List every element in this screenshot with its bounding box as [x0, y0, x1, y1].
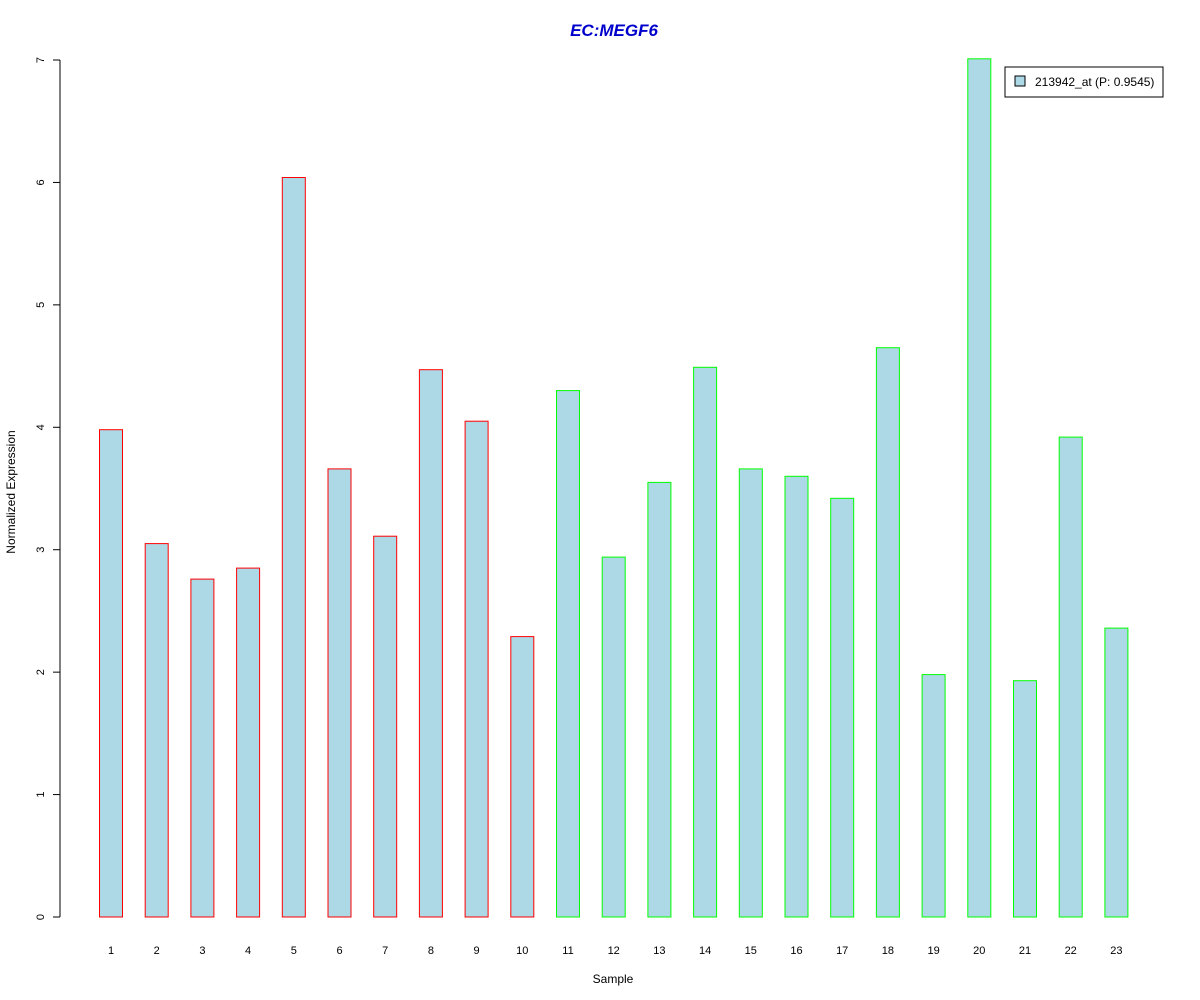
- bar-sample-3: [190, 578, 215, 918]
- y-tick-label: 7: [35, 57, 47, 63]
- x-tick-label: 20: [973, 945, 985, 957]
- bars-layer: [99, 58, 1129, 918]
- bar-sample-22: [1058, 436, 1083, 918]
- bar-sample-17: [830, 497, 855, 918]
- bar-sample-16: [784, 475, 809, 918]
- chart-title: EC:MEGF6: [570, 21, 658, 40]
- y-tick-label: 0: [35, 914, 47, 920]
- bar-sample-11: [556, 390, 580, 918]
- bar-sample-2: [144, 543, 169, 918]
- legend-swatch: [1014, 75, 1026, 87]
- x-tick-label: 4: [245, 945, 251, 957]
- x-tick-label: 1: [108, 945, 114, 957]
- legend-label: 213942_at (P: 0.9545): [1035, 75, 1154, 89]
- bar-sample-15: [738, 468, 763, 918]
- x-tick-label: 12: [608, 945, 620, 957]
- legend-box: [1004, 66, 1164, 98]
- x-tick-label: 16: [790, 945, 802, 957]
- x-tick-label: 6: [336, 945, 342, 957]
- y-tick-label: 1: [35, 792, 47, 798]
- bar-sample-20: [967, 58, 992, 918]
- x-tick-label: 18: [882, 945, 894, 957]
- bar-sample-23: [1104, 627, 1129, 918]
- bar-sample-7: [373, 535, 398, 918]
- y-axis: 0 1 2 3 4 5 6 7: [35, 57, 61, 920]
- y-tick-label: 3: [35, 547, 47, 553]
- x-tick-label: 19: [927, 945, 939, 957]
- x-tick-label: 23: [1110, 945, 1122, 957]
- y-axis-title: Normalized Expression: [4, 430, 18, 553]
- bar-sample-6: [327, 468, 352, 918]
- x-tick-label: 13: [653, 945, 665, 957]
- y-tick-label: 6: [35, 179, 47, 185]
- bar-sample-1: [99, 429, 123, 918]
- bar-sample-13: [647, 481, 672, 918]
- x-tick-label: 5: [291, 945, 297, 957]
- x-tick-label: 17: [836, 945, 848, 957]
- x-tick-label: 11: [562, 945, 573, 957]
- bar-sample-10: [510, 636, 535, 918]
- bar-sample-21: [1013, 680, 1037, 918]
- x-tick-label: 21: [1019, 945, 1031, 957]
- y-tick-label: 4: [35, 424, 47, 430]
- x-axis-title: Sample: [593, 972, 634, 986]
- y-tick-label: 2: [35, 669, 47, 675]
- x-tick-label: 10: [516, 945, 528, 957]
- bar-sample-5: [281, 177, 306, 918]
- x-tick-label: 8: [428, 945, 434, 957]
- x-tick-label: 14: [699, 945, 711, 957]
- legend: 213942_at (P: 0.9545): [1004, 66, 1164, 98]
- bar-sample-18: [875, 347, 900, 918]
- bar-sample-19: [921, 674, 946, 918]
- bar-sample-8: [418, 369, 443, 918]
- x-tick-label: 3: [199, 945, 205, 957]
- bar-sample-9: [464, 420, 489, 918]
- x-tick-label: 15: [745, 945, 757, 957]
- x-tick-label: 22: [1065, 945, 1077, 957]
- x-tick-label: 7: [382, 945, 388, 957]
- bar-sample-12: [601, 556, 626, 918]
- x-tick-label: 9: [474, 945, 480, 957]
- y-tick-label: 5: [35, 302, 47, 308]
- bar-sample-14: [693, 366, 718, 918]
- x-tick-labels: 1 2 3 4 5 6 7 8 9 10 11 12 13 14 15 16 17 18 19 20 21 22 23: [108, 945, 1123, 957]
- x-tick-label: 2: [154, 945, 160, 957]
- bar-sample-4: [236, 567, 261, 918]
